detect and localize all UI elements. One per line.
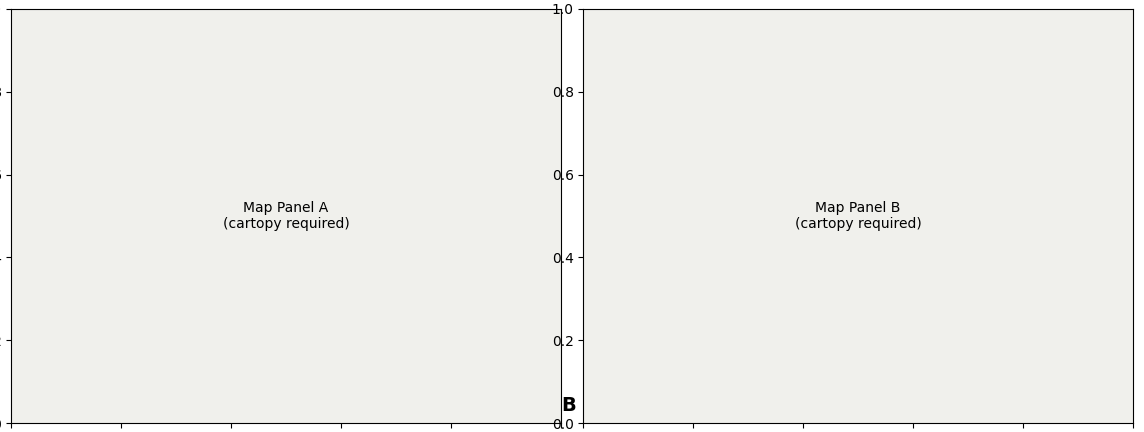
Text: Map Panel B
(cartopy required): Map Panel B (cartopy required) bbox=[795, 201, 921, 231]
Text: B: B bbox=[562, 396, 575, 415]
Text: Map Panel A
(cartopy required): Map Panel A (cartopy required) bbox=[223, 201, 349, 231]
